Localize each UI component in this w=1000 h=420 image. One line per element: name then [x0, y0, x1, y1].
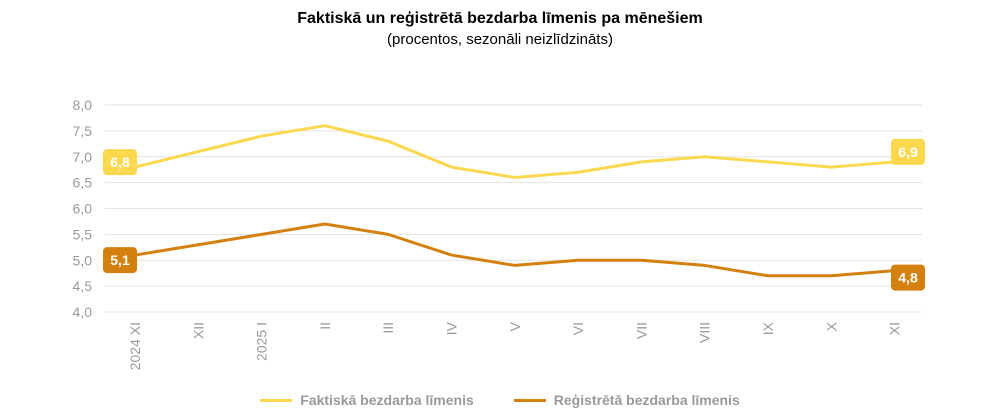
x-tick-label: XII — [190, 322, 206, 339]
data-label-box — [891, 138, 925, 165]
x-tick-label: VI — [570, 322, 586, 335]
x-tick-label: X — [823, 321, 839, 331]
legend-item-actual: Faktiskā bezdarba līmenis — [260, 392, 474, 408]
legend-label-actual: Faktiskā bezdarba līmenis — [300, 392, 474, 408]
legend-swatch-registered — [513, 398, 546, 402]
x-tick-label: XI — [887, 322, 903, 335]
x-tick-label: III — [380, 322, 396, 334]
data-label: 6,8 — [110, 154, 130, 170]
y-tick-label: 4,0 — [73, 304, 93, 320]
legend-item-registered: Reģistrētā bezdarba līmenis — [513, 392, 740, 408]
y-tick-label: 5,5 — [73, 226, 93, 242]
data-label-box — [891, 264, 925, 291]
y-tick-label: 8,0 — [73, 97, 93, 113]
series-line-1 — [134, 222, 895, 278]
series-line-0 — [134, 124, 895, 179]
y-tick-label: 6,5 — [73, 175, 93, 191]
x-tick-label: II — [317, 322, 333, 330]
x-tick-label: 2025 I — [254, 322, 270, 361]
x-tick-label: VII — [633, 322, 649, 339]
data-label: 4,8 — [898, 270, 918, 286]
chart-subtitle: (procentos, sezonāli neizlīdzināts) — [387, 31, 613, 48]
y-tick-label: 6,0 — [73, 201, 93, 217]
data-label-box — [103, 247, 137, 274]
y-tick-label: 4,5 — [73, 278, 93, 294]
x-tick-label: VIII — [697, 322, 713, 343]
x-tick-label: IX — [760, 321, 776, 335]
data-label: 5,1 — [110, 252, 130, 268]
y-tick-label: 5,0 — [73, 252, 93, 268]
x-tick-label: V — [507, 321, 523, 331]
chart-title: Faktiskā un reģistrētā bezdarba līmenis … — [297, 10, 703, 27]
data-label-box — [103, 149, 137, 176]
legend-swatch-actual — [260, 398, 293, 402]
legend: Faktiskā bezdarba līmenis Reģistrētā bez… — [0, 392, 1000, 408]
y-tick-label: 7,0 — [73, 149, 93, 165]
x-tick-label: 2024 XI — [127, 322, 143, 370]
data-label: 6,9 — [898, 144, 918, 160]
y-tick-label: 7,5 — [73, 123, 93, 139]
legend-label-registered: Reģistrētā bezdarba līmenis — [553, 392, 740, 408]
x-tick-label: IV — [444, 321, 460, 335]
